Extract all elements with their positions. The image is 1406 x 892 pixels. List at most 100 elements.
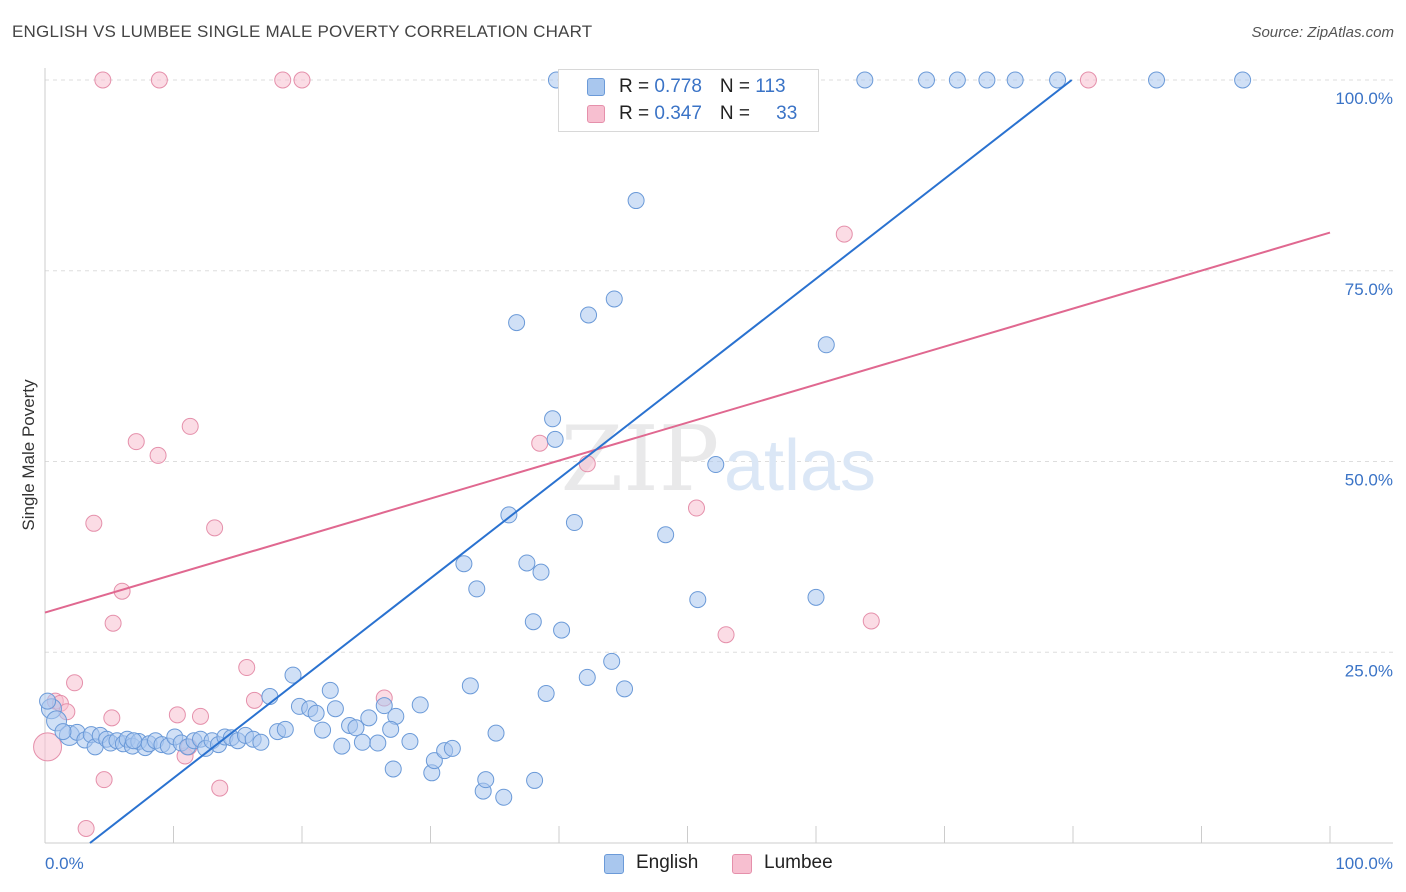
english-point — [284, 666, 302, 684]
english-point — [443, 739, 461, 757]
english-point — [856, 71, 874, 89]
english-point — [477, 771, 495, 789]
lumbee-point — [578, 455, 596, 473]
lumbee-point — [274, 71, 292, 89]
english-point — [360, 709, 378, 727]
series-legend: English Lumbee — [0, 852, 1406, 878]
correlation-legend: R = 0.778 N = 113 R = 0.347 N = 33 — [558, 69, 819, 132]
english-point — [807, 588, 825, 606]
lumbee-point — [85, 514, 103, 532]
lumbee-point — [168, 706, 186, 724]
lumbee-point — [245, 691, 263, 709]
english-point — [918, 71, 936, 89]
english-point — [603, 652, 621, 670]
lumbee-n-value: 33 — [776, 103, 798, 124]
english-point — [616, 680, 634, 698]
english-point — [375, 697, 393, 715]
lumbee-point — [717, 626, 735, 644]
english-trend-line — [89, 79, 1073, 844]
watermark-atlas: atlas — [724, 426, 876, 506]
english-point — [544, 410, 562, 428]
english-point — [553, 621, 571, 639]
english-legend-swatch — [604, 854, 624, 874]
english-point — [605, 290, 623, 308]
x-tick-label: 0.0% — [45, 854, 84, 873]
english-point — [627, 192, 645, 210]
english-point — [537, 684, 555, 702]
english-point — [1049, 71, 1067, 89]
english-point — [401, 733, 419, 751]
english-point — [468, 580, 486, 598]
english-point — [321, 681, 339, 699]
lumbee-points — [33, 71, 1097, 838]
lumbee-point — [33, 732, 63, 762]
english-point — [495, 788, 513, 806]
english-point — [1234, 71, 1252, 89]
english-point — [252, 733, 270, 751]
lumbee-point — [127, 433, 145, 451]
english-point — [546, 430, 564, 448]
chart-title: ENGLISH VS LUMBEE SINGLE MALE POVERTY CO… — [12, 22, 593, 41]
lumbee-point — [149, 446, 167, 464]
english-point — [125, 732, 143, 750]
english-point — [455, 555, 473, 573]
lumbee-legend-label: Lumbee — [764, 852, 833, 873]
english-point — [948, 71, 966, 89]
english-point — [307, 704, 325, 722]
english-r-value: 0.778 — [654, 76, 702, 97]
english-point — [487, 724, 505, 742]
lumbee-stats: R = 0.347 N = 33 — [619, 103, 798, 124]
watermark: ZIP atlas — [561, 407, 876, 512]
english-legend-label: English — [636, 852, 699, 873]
english-point — [276, 720, 294, 738]
tick-labels: 100.0% 75.0% 50.0% 25.0% 0.0% 100.0% — [45, 89, 1393, 873]
english-point — [384, 760, 402, 778]
lumbee-swatch — [587, 105, 605, 123]
english-point — [578, 668, 596, 686]
english-point — [532, 563, 550, 581]
lumbee-point — [103, 709, 121, 727]
grid-layer — [45, 79, 1393, 653]
english-point — [978, 71, 996, 89]
y-tick-label: 50.0% — [1345, 471, 1393, 490]
lumbee-point — [150, 71, 168, 89]
lumbee-point — [1079, 71, 1097, 89]
english-point — [580, 306, 598, 324]
lumbee-r-value: 0.347 — [654, 103, 702, 124]
english-point — [1148, 71, 1166, 89]
english-point — [382, 720, 400, 738]
english-point — [707, 456, 725, 474]
english-point — [524, 613, 542, 631]
lumbee-point — [293, 71, 311, 89]
english-point — [347, 719, 365, 737]
lumbee-point — [238, 659, 256, 677]
y-tick-label: 75.0% — [1345, 280, 1393, 299]
lumbee-point — [77, 820, 95, 838]
lumbee-point — [531, 434, 549, 452]
y-tick-label: 25.0% — [1345, 661, 1393, 680]
english-point — [54, 723, 72, 741]
english-point — [411, 696, 429, 714]
trend-lines — [44, 79, 1331, 844]
x-tick-label: 100.0% — [1335, 854, 1393, 873]
lumbee-trend-line — [44, 231, 1331, 614]
english-point — [333, 737, 351, 755]
english-point — [314, 721, 332, 739]
english-point — [353, 733, 371, 751]
english-point — [518, 554, 536, 572]
lumbee-legend-swatch — [732, 854, 752, 874]
english-point — [369, 734, 387, 752]
lumbee-point — [211, 779, 229, 797]
english-stats: R = 0.778 N = 113 — [619, 76, 786, 97]
english-point — [565, 514, 583, 532]
english-point — [39, 692, 57, 710]
english-point — [689, 591, 707, 609]
lumbee-point — [206, 519, 224, 537]
lumbee-point — [95, 771, 113, 789]
english-point — [326, 700, 344, 718]
english-swatch — [587, 78, 605, 96]
lumbee-point — [104, 614, 122, 632]
english-point — [508, 314, 526, 332]
lumbee-point — [94, 71, 112, 89]
lumbee-point — [687, 499, 705, 517]
